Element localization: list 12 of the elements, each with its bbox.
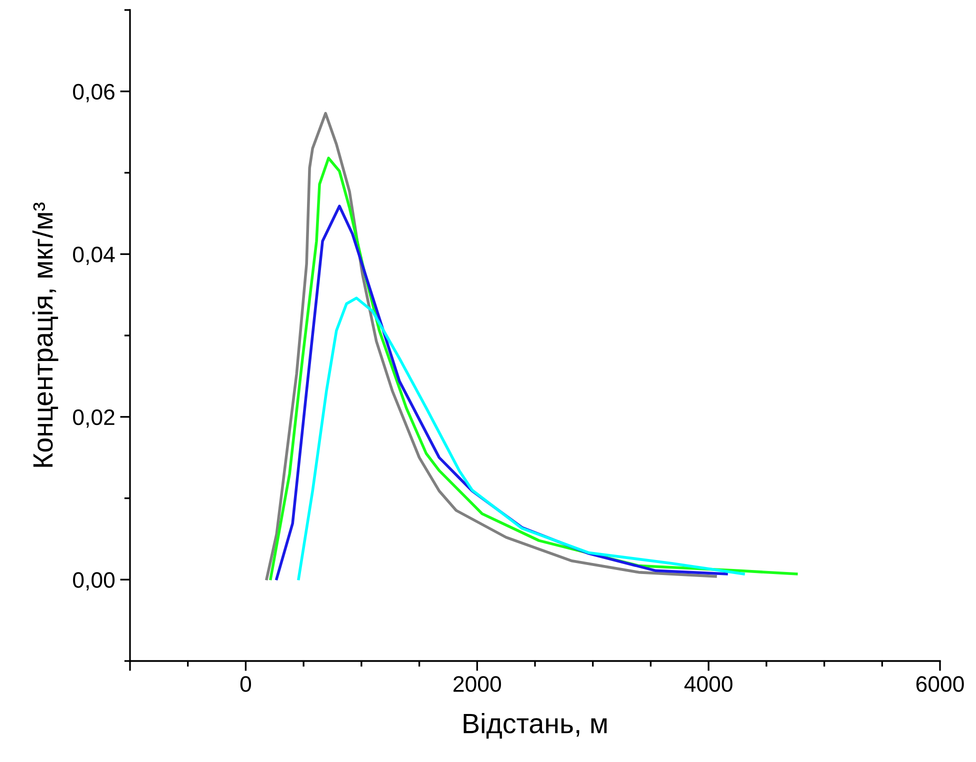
- y-tick-label: 0,02: [73, 409, 114, 428]
- line-series: [297, 296, 745, 580]
- x-tick-label: 6000: [916, 676, 964, 692]
- y-tick-label: 0,06: [73, 84, 114, 102]
- x-axis-title: Відстань, м: [464, 712, 607, 739]
- x-tick-label: 2000: [454, 676, 501, 692]
- line-series: [265, 112, 717, 580]
- x-tick-label: 4000: [684, 676, 732, 692]
- y-tick-label: 0,00: [73, 572, 115, 591]
- y-tick-label: 0,04: [73, 246, 115, 266]
- x-tick-label: 0: [240, 676, 252, 692]
- y-axis-title: Концентрація, мкг/м³: [32, 202, 58, 467]
